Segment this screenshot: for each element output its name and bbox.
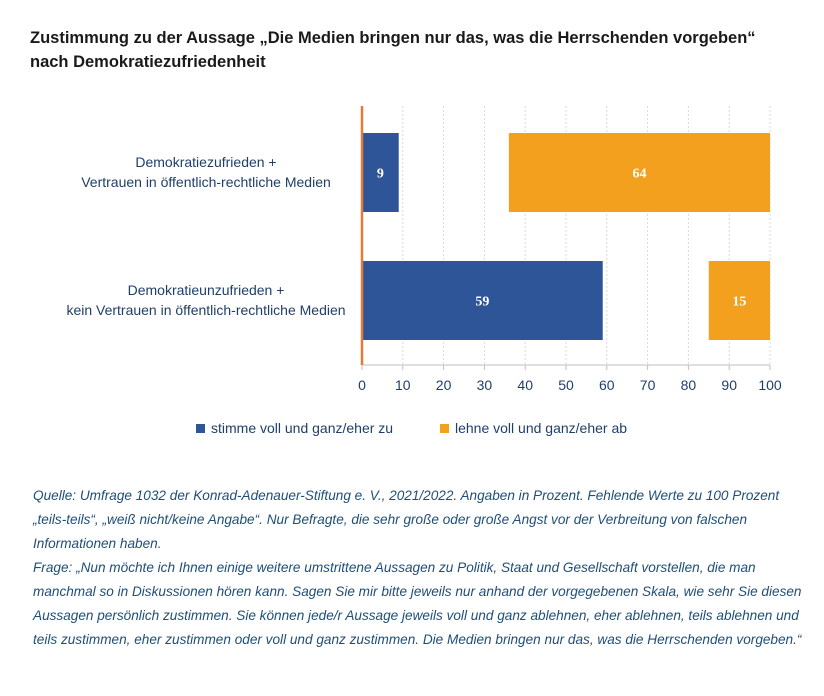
data-label-disagree-2: 15 — [732, 295, 746, 310]
legend-swatch-agree — [196, 423, 205, 433]
x-tick-label-80: 80 — [681, 377, 697, 393]
bar-disagree-1 — [508, 133, 770, 212]
x-tick-label-60: 60 — [599, 377, 615, 393]
source-text: Quelle: Umfrage 1032 der Konrad-Adenauer… — [33, 488, 780, 551]
chart-title: Zustimmung zu der Aussage „Die Medien br… — [30, 26, 820, 74]
category-label-1-line-1: Demokratiezufrieden + — [135, 154, 277, 170]
category-label-2: Demokratieunzufrieden + kein Vertrauen i… — [46, 280, 366, 320]
legend-label-disagree: lehne voll und ganz/eher ab — [455, 420, 628, 436]
x-tick-label-50: 50 — [558, 377, 574, 393]
x-tick-label-70: 70 — [640, 377, 656, 393]
x-tick-label-100: 100 — [758, 377, 782, 393]
x-tick-label-40: 40 — [517, 377, 533, 393]
question-text: Frage: „Nun möchte ich Ihnen einige weit… — [33, 560, 802, 647]
legend-item-agree: stimme voll und ganz/eher zu — [196, 420, 393, 436]
category-label-1-line-2: Vertrauen in öffentlich-rechtliche Medie… — [81, 174, 331, 190]
category-label-2-line-2: kein Vertrauen in öffentlich-rechtliche … — [66, 302, 346, 318]
data-label-agree-2: 59 — [475, 295, 489, 310]
chart-title-line-2: nach Demokratiezufriedenheit — [30, 53, 266, 71]
bar-agree-2 — [362, 261, 603, 340]
source-notes: Quelle: Umfrage 1032 der Konrad-Adenauer… — [33, 484, 813, 652]
x-tick-label-10: 10 — [395, 377, 411, 393]
data-label-disagree-1: 64 — [632, 167, 646, 182]
legend-label-agree: stimme voll und ganz/eher zu — [211, 420, 394, 436]
x-tick-label-90: 90 — [721, 377, 737, 393]
x-tick-label-0: 0 — [358, 377, 366, 393]
bar-agree-1 — [362, 133, 399, 212]
category-label-1: Demokratiezufrieden + Vertrauen in öffen… — [46, 152, 366, 192]
data-label-agree-1: 9 — [377, 167, 384, 182]
legend-item-disagree: lehne voll und ganz/eher ab — [440, 420, 627, 436]
category-label-2-line-1: Demokratieunzufrieden + — [127, 282, 285, 298]
bar-chart: 0 10 20 30 40 50 60 70 80 90 100 9 59 64 15 — [358, 106, 782, 393]
legend-swatch-disagree — [440, 423, 449, 433]
x-tick-label-30: 30 — [477, 377, 493, 393]
chart-title-line-1: Zustimmung zu der Aussage „Die Medien br… — [30, 29, 756, 47]
x-tick-label-20: 20 — [436, 377, 452, 393]
bar-disagree-2 — [708, 261, 770, 340]
